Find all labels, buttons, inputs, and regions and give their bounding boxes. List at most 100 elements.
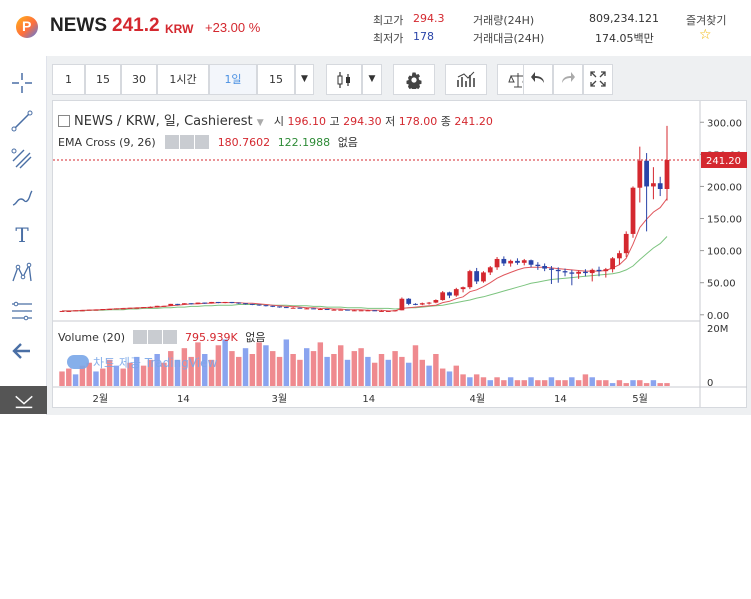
hide-toolbar-icon[interactable] [0, 386, 47, 414]
fullscreen-icon[interactable] [583, 64, 613, 95]
x-tick-label: 14 [177, 394, 190, 405]
volume-bar [378, 354, 385, 386]
y-tick-label: 100.00 [707, 247, 742, 258]
candle-body [147, 307, 153, 309]
volume-bar [202, 354, 208, 386]
candle-body [215, 301, 221, 303]
candle-body [351, 310, 357, 312]
candle-body [222, 301, 228, 303]
volume-bar [324, 356, 330, 386]
volume-bar [351, 351, 358, 386]
candle-body [263, 305, 269, 307]
chart-window[interactable] [52, 100, 747, 408]
candle-body [440, 292, 446, 301]
redo-icon[interactable] [553, 64, 583, 95]
candle-body [73, 310, 78, 312]
volume-bar [616, 380, 623, 386]
volume-close-icon[interactable] [162, 330, 177, 344]
volume-bar [236, 356, 242, 386]
settings-icon[interactable] [393, 64, 435, 95]
candle-body [93, 309, 99, 311]
volume-bar [412, 345, 419, 386]
collapse-legend-icon[interactable] [58, 115, 70, 127]
ema-settings-icon[interactable] [180, 135, 195, 149]
high-label: 최고가 [373, 14, 404, 27]
volume-bar [297, 359, 303, 386]
volume-bar [521, 380, 527, 386]
volume-bar [72, 374, 79, 386]
text-icon[interactable]: T [15, 223, 29, 247]
open-value: 196.10 [287, 115, 326, 128]
favorite-star-icon[interactable]: ☆ [699, 27, 712, 43]
volume-settings-icon[interactable] [147, 330, 162, 344]
indicators-icon[interactable] [445, 64, 487, 95]
interval-15m-button[interactable]: 15 [85, 64, 121, 95]
volume-bar [154, 354, 160, 386]
interval-1h-button[interactable]: 1시간 [157, 64, 209, 95]
candle-body [583, 271, 588, 274]
candle-body [542, 266, 548, 269]
volume-bar [283, 339, 290, 386]
interval-dropdown-icon[interactable]: ▼ [295, 64, 314, 95]
volume-bar [603, 380, 609, 386]
volume-bar [344, 359, 351, 386]
ema-fast-value: 180.7602 [217, 136, 271, 149]
candle-body [290, 307, 296, 309]
interval-1d-button[interactable]: 1일 [209, 64, 257, 95]
ema-visibility-icon[interactable] [165, 135, 180, 149]
amount-24h-value: 174.05백만 [595, 32, 654, 45]
pattern-icon[interactable] [7, 258, 37, 288]
symbol-legend: NEWS / KRW, 일, Cashierest ▼ 시 196.10 고 2… [58, 110, 493, 129]
candle-body [385, 310, 391, 312]
back-arrow-icon[interactable] [7, 336, 37, 366]
fib-icon[interactable] [7, 296, 37, 326]
candle-body [283, 307, 289, 309]
volume-bar [174, 359, 181, 386]
volume-bar [331, 354, 337, 386]
volume-bar [270, 351, 276, 386]
candle-body [358, 310, 364, 312]
chart-type-dropdown-icon[interactable]: ▼ [362, 64, 382, 95]
ema-none-label: 없음 [337, 136, 358, 149]
candle-body [127, 307, 133, 309]
volume-visibility-icon[interactable] [132, 330, 147, 344]
volume-bar [446, 371, 453, 386]
x-tick-label: 3월 [271, 393, 287, 405]
volume-bar [392, 351, 398, 386]
volume-bar [371, 362, 378, 386]
legend-dropdown-icon[interactable]: ▼ [256, 118, 264, 128]
pitchfork-icon[interactable] [7, 144, 37, 174]
x-tick-label: 5월 [632, 393, 648, 405]
drawing-toolbar: T [0, 56, 47, 415]
interval-custom-button[interactable]: 15 [257, 64, 295, 95]
candle-type-icon[interactable] [326, 64, 362, 95]
candle-body [528, 260, 534, 265]
candle-body [657, 183, 663, 189]
candle-body [324, 309, 330, 311]
trend-line-icon[interactable] [7, 106, 37, 136]
brush-icon[interactable] [7, 182, 37, 212]
interval-1m-button[interactable]: 1 [52, 64, 85, 95]
candle-body [433, 300, 439, 303]
candle-body [86, 309, 92, 311]
volume-bar [66, 368, 72, 386]
volume-bar [120, 368, 126, 386]
favorite-label[interactable]: 즐겨찾기 [686, 14, 727, 27]
volume-bar [582, 374, 589, 386]
volume-bar [229, 351, 235, 386]
crosshair-icon[interactable] [7, 68, 37, 98]
candle-body [630, 187, 636, 234]
open-label: 시 [273, 115, 284, 128]
volume-bar [127, 362, 133, 386]
candle-body [372, 310, 378, 312]
cloud-icon [67, 355, 89, 369]
volume-bar [399, 356, 405, 386]
interval-30m-button[interactable]: 30 [121, 64, 157, 95]
volume-bar [405, 362, 412, 386]
ema-close-icon[interactable] [195, 135, 210, 149]
low-value: 178 [413, 30, 434, 43]
symbol-name: NEWS [50, 15, 107, 36]
undo-icon[interactable] [523, 64, 553, 95]
volume-bar [365, 356, 371, 386]
